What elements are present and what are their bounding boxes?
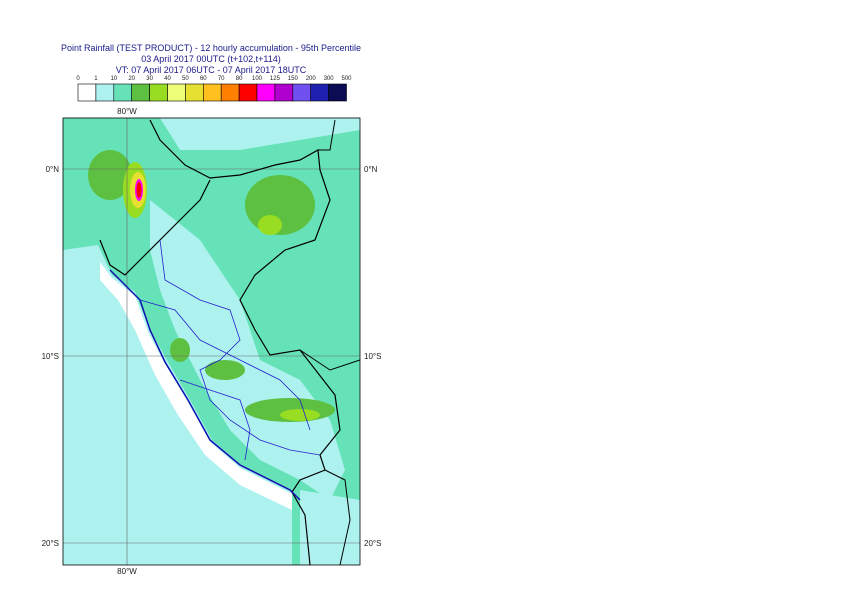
legend-label: 30 [146, 76, 153, 82]
legend-label: 200 [306, 76, 317, 82]
legend: 0 1 10 20 30 40 50 60 70 80 100 125 150 200 300 500 [76, 76, 352, 102]
lat-label: 0°N [46, 165, 60, 174]
legend-swatch [328, 83, 347, 102]
legend-swatch [220, 83, 240, 102]
legend-label: 0 [76, 76, 80, 82]
legend-swatch [77, 83, 97, 102]
legend-label: 1 [94, 76, 98, 82]
legend-swatch [131, 83, 150, 102]
legend-swatch [274, 83, 294, 102]
lat-label: 0°N [364, 165, 378, 174]
legend-swatch [238, 83, 258, 102]
lon-label: 80°W [117, 107, 137, 116]
map-frame [62, 117, 361, 566]
lon-label: 80°W [117, 567, 137, 576]
legend-swatch [113, 83, 133, 102]
legend-swatch [256, 83, 276, 102]
legend-label: 20 [128, 76, 135, 82]
legend-swatch [292, 83, 311, 102]
legend-swatch [203, 83, 222, 102]
legend-label: 10 [110, 76, 117, 82]
base-time: 03 April 2017 00UTC (t+102,t+114) [141, 54, 280, 64]
lat-label: 20°S [364, 539, 381, 548]
legend-label: 125 [270, 76, 281, 82]
legend-label: 300 [324, 76, 335, 82]
lat-label: 20°S [42, 539, 59, 548]
legend-swatch [95, 83, 115, 102]
legend-label: 60 [200, 76, 207, 82]
legend-label: 40 [164, 76, 171, 82]
legend-label: 50 [182, 76, 189, 82]
valid-time: VT: 07 April 2017 06UTC - 07 April 2017 … [116, 65, 307, 75]
legend-swatch [167, 83, 186, 102]
lat-label: 10°S [364, 352, 381, 361]
legend-swatch [185, 83, 204, 102]
legend-label: 100 [252, 76, 263, 82]
title: Point Rainfall (TEST PRODUCT) - 12 hourl… [61, 43, 361, 53]
legend-swatch [310, 83, 329, 102]
map [63, 118, 360, 565]
legend-swatch [149, 83, 168, 102]
legend-label: 500 [341, 76, 352, 82]
legend-label: 150 [288, 76, 299, 82]
lat-label: 10°S [42, 352, 59, 361]
legend-label: 70 [218, 76, 225, 82]
legend-label: 80 [236, 76, 243, 82]
